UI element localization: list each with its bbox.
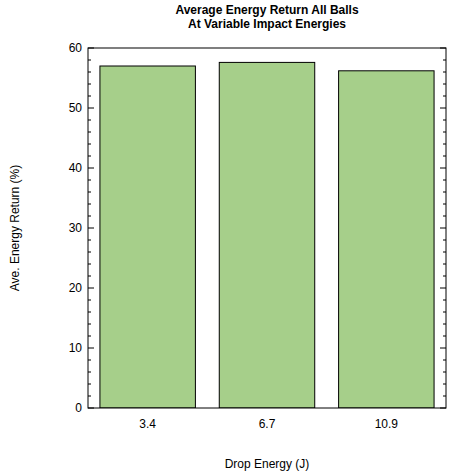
y-tick-label: 30 <box>69 221 83 235</box>
y-tick-right <box>440 228 446 229</box>
subtitle: At Variable Impact Energies <box>188 17 346 31</box>
y-minor-tick-right <box>443 372 446 373</box>
y-minor-tick <box>88 312 91 313</box>
y-minor-tick <box>88 276 91 277</box>
y-minor-tick-right <box>443 396 446 397</box>
y-minor-tick <box>88 60 91 61</box>
y-tick-right <box>440 108 446 109</box>
y-minor-tick-right <box>443 384 446 385</box>
x-tick-label: 6.7 <box>259 417 276 431</box>
y-minor-tick-right <box>443 264 446 265</box>
y-tick-label: 40 <box>69 161 83 175</box>
y-minor-tick <box>88 240 91 241</box>
y-tick-label: 50 <box>69 101 83 115</box>
chart-svg: Average Energy Return All BallsAt Variab… <box>0 0 452 476</box>
y-minor-tick-right <box>443 240 446 241</box>
y-minor-tick-right <box>443 180 446 181</box>
y-axis-label: Ave. Energy Return (%) <box>8 165 22 292</box>
y-tick <box>88 48 94 49</box>
y-minor-tick-right <box>443 216 446 217</box>
y-tick-right <box>440 168 446 169</box>
bar <box>100 66 195 408</box>
y-tick <box>88 348 94 349</box>
title: Average Energy Return All Balls <box>175 3 358 17</box>
x-axis-label: Drop Energy (J) <box>225 457 310 471</box>
y-tick-label: 10 <box>69 341 83 355</box>
y-minor-tick-right <box>443 84 446 85</box>
y-tick <box>88 168 94 169</box>
y-minor-tick-right <box>443 252 446 253</box>
bar <box>219 62 314 408</box>
y-tick-right <box>440 348 446 349</box>
y-minor-tick <box>88 180 91 181</box>
y-minor-tick-right <box>443 72 446 73</box>
chart-container: Average Energy Return All BallsAt Variab… <box>0 0 452 476</box>
y-minor-tick <box>88 156 91 157</box>
y-minor-tick <box>88 204 91 205</box>
y-tick-label: 20 <box>69 281 83 295</box>
y-minor-tick <box>88 384 91 385</box>
y-minor-tick <box>88 84 91 85</box>
y-minor-tick <box>88 132 91 133</box>
y-minor-tick-right <box>443 144 446 145</box>
y-minor-tick-right <box>443 324 446 325</box>
y-minor-tick <box>88 360 91 361</box>
y-minor-tick <box>88 264 91 265</box>
y-minor-tick-right <box>443 360 446 361</box>
y-tick <box>88 288 94 289</box>
y-minor-tick-right <box>443 204 446 205</box>
y-minor-tick-right <box>443 276 446 277</box>
y-minor-tick <box>88 72 91 73</box>
bars <box>100 62 434 408</box>
y-minor-tick-right <box>443 96 446 97</box>
plot-frame <box>88 48 446 408</box>
y-minor-tick-right <box>443 132 446 133</box>
y-minor-tick-right <box>443 312 446 313</box>
y-tick <box>88 108 94 109</box>
y-minor-tick-right <box>443 60 446 61</box>
y-tick-right <box>440 48 446 49</box>
y-minor-tick <box>88 336 91 337</box>
y-minor-tick <box>88 372 91 373</box>
y-minor-tick <box>88 216 91 217</box>
y-tick-label: 0 <box>75 401 82 415</box>
y-tick-label: 60 <box>69 41 83 55</box>
y-minor-tick <box>88 192 91 193</box>
y-tick <box>88 228 94 229</box>
x-tick-label: 10.9 <box>375 417 399 431</box>
x-tick-label: 3.4 <box>139 417 156 431</box>
y-minor-tick <box>88 252 91 253</box>
y-minor-tick-right <box>443 120 446 121</box>
y-minor-tick-right <box>443 336 446 337</box>
y-minor-tick <box>88 324 91 325</box>
y-minor-tick <box>88 396 91 397</box>
y-minor-tick <box>88 120 91 121</box>
y-minor-tick <box>88 300 91 301</box>
y-minor-tick-right <box>443 156 446 157</box>
bar <box>339 71 434 408</box>
y-tick <box>88 408 94 409</box>
y-minor-tick-right <box>443 192 446 193</box>
y-minor-tick <box>88 96 91 97</box>
y-minor-tick-right <box>443 300 446 301</box>
y-tick-right <box>440 288 446 289</box>
background <box>0 0 452 476</box>
y-minor-tick <box>88 144 91 145</box>
y-tick-right <box>440 408 446 409</box>
